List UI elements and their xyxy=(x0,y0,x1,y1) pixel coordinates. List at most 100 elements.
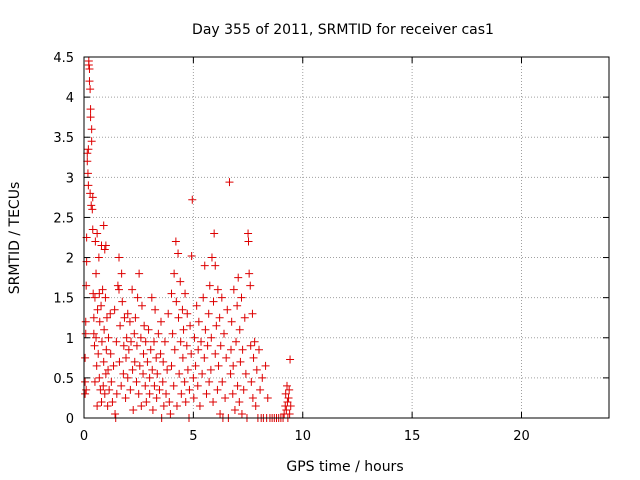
data-point xyxy=(99,357,108,366)
data-point xyxy=(166,409,175,418)
data-point xyxy=(284,393,293,402)
data-point xyxy=(150,381,159,390)
data-point xyxy=(252,365,261,374)
x-tick-label: 0 xyxy=(80,429,88,444)
data-point xyxy=(95,317,104,326)
y-tick-label: 0.5 xyxy=(53,372,74,387)
data-point xyxy=(205,281,214,290)
data-point xyxy=(155,385,164,394)
data-point xyxy=(283,397,292,406)
data-point xyxy=(146,345,155,354)
data-point xyxy=(188,195,197,204)
data-point xyxy=(263,393,272,402)
data-point xyxy=(250,337,259,346)
data-point xyxy=(102,345,111,354)
data-point xyxy=(220,329,228,338)
data-point xyxy=(83,157,92,166)
data-point xyxy=(197,337,206,346)
data-point xyxy=(105,385,114,394)
x-tick-label: 20 xyxy=(513,429,530,444)
data-point xyxy=(148,365,157,374)
data-point xyxy=(87,137,96,146)
data-point xyxy=(115,285,123,294)
data-point xyxy=(115,357,124,366)
data-point xyxy=(193,381,202,390)
data-point xyxy=(130,329,139,338)
data-point xyxy=(227,317,236,326)
data-point xyxy=(175,369,184,378)
data-point xyxy=(178,305,187,314)
data-point xyxy=(126,385,135,394)
data-point xyxy=(190,333,199,342)
data-point xyxy=(226,369,235,378)
data-point xyxy=(95,373,104,382)
data-point xyxy=(202,389,211,398)
data-point xyxy=(249,353,258,362)
data-point xyxy=(286,401,295,410)
data-point xyxy=(144,325,153,334)
data-point xyxy=(167,361,176,370)
data-point xyxy=(183,365,192,374)
data-point xyxy=(156,349,165,358)
data-point xyxy=(210,229,219,238)
x-tick-label: 10 xyxy=(294,429,311,444)
data-point xyxy=(140,321,149,330)
data-point xyxy=(101,293,110,302)
data-point xyxy=(186,321,195,330)
data-point xyxy=(101,241,110,250)
y-tick-label: 2.5 xyxy=(53,211,74,226)
data-point xyxy=(207,333,216,342)
data-point xyxy=(162,389,171,398)
data-point xyxy=(172,297,181,306)
data-point xyxy=(108,397,117,406)
x-tick-label: 15 xyxy=(404,429,421,444)
data-point xyxy=(129,405,138,414)
data-point xyxy=(283,381,291,390)
data-point xyxy=(101,369,110,378)
data-point xyxy=(189,393,198,402)
data-point xyxy=(281,389,290,398)
data-point xyxy=(247,377,256,386)
data-point xyxy=(93,401,102,410)
data-point xyxy=(122,333,131,342)
data-point xyxy=(120,313,129,322)
data-point xyxy=(286,355,295,364)
data-point xyxy=(248,309,257,318)
data-point xyxy=(201,325,210,334)
data-point xyxy=(153,369,162,378)
data-point xyxy=(218,377,227,386)
data-point xyxy=(123,309,132,318)
data-point xyxy=(176,277,185,286)
data-point xyxy=(92,361,101,370)
data-point xyxy=(93,305,102,314)
data-point xyxy=(164,309,173,318)
data-point xyxy=(159,401,168,410)
data-point xyxy=(205,377,214,386)
data-point xyxy=(90,377,99,386)
grid-lines xyxy=(84,57,609,418)
data-point xyxy=(147,293,156,302)
data-point xyxy=(160,337,169,346)
data-point xyxy=(102,313,111,322)
data-point xyxy=(84,61,93,70)
data-point xyxy=(198,369,207,378)
data-point xyxy=(148,405,157,414)
data-point xyxy=(258,373,267,382)
data-point xyxy=(187,349,196,358)
data-point xyxy=(255,345,263,354)
data-point xyxy=(159,357,168,366)
data-point xyxy=(137,301,146,310)
data-point xyxy=(172,401,181,410)
data-point xyxy=(244,237,253,246)
y-tick-label: 1.5 xyxy=(53,292,74,307)
data-point xyxy=(207,253,216,262)
data-point xyxy=(81,389,90,398)
data-point xyxy=(241,369,250,378)
data-point xyxy=(200,353,209,362)
data-point xyxy=(183,309,192,318)
x-tick-label: 5 xyxy=(189,429,197,444)
data-point xyxy=(185,385,194,394)
data-point xyxy=(82,281,91,290)
data-point xyxy=(209,397,218,406)
